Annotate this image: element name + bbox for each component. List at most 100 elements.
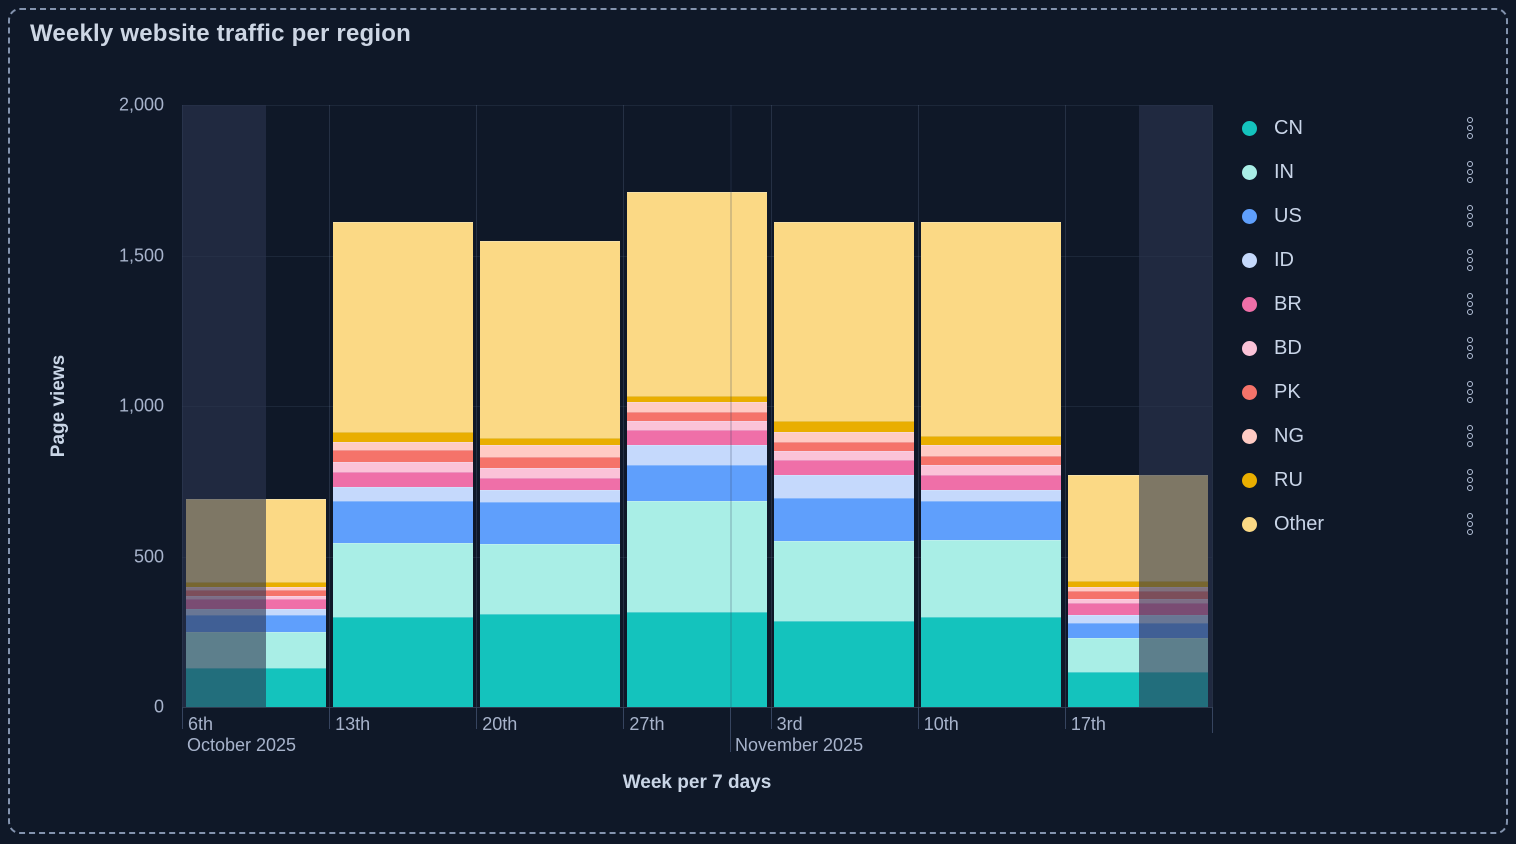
- bar-segment-PK[interactable]: [626, 412, 767, 422]
- partial-week-dim-overlay-left: [182, 105, 266, 707]
- bar-segment-NG[interactable]: [774, 431, 915, 443]
- bar-segment-BR[interactable]: [626, 430, 767, 446]
- legend-swatch-icon: [1242, 516, 1257, 532]
- legend-item-CN[interactable]: CN: [1242, 106, 1482, 150]
- bar-segment-CN[interactable]: [921, 616, 1062, 707]
- bar-segment-IN[interactable]: [332, 542, 473, 617]
- bar-segment-BD[interactable]: [332, 461, 473, 473]
- bar-segment-US[interactable]: [626, 464, 767, 501]
- vertical-gridline: [1065, 105, 1066, 707]
- x-tick-mark: [623, 707, 624, 729]
- bar-segment-Other[interactable]: [332, 222, 473, 432]
- bar-week-27th: [626, 192, 767, 707]
- bar-segment-Other[interactable]: [479, 240, 620, 438]
- bar-segment-ID[interactable]: [1068, 615, 1209, 623]
- kebab-menu-icon[interactable]: [1464, 246, 1476, 274]
- bar-segment-BD[interactable]: [921, 464, 1062, 476]
- kebab-menu-icon[interactable]: [1464, 202, 1476, 230]
- legend: CN IN US ID BR BD PK NG RU Other: [1242, 106, 1482, 546]
- bar-segment-US[interactable]: [921, 500, 1062, 540]
- bar-segment-BR[interactable]: [332, 472, 473, 488]
- legend-item-ID[interactable]: ID: [1242, 238, 1482, 282]
- bar-segment-PK[interactable]: [921, 455, 1062, 465]
- kebab-menu-icon[interactable]: [1464, 466, 1476, 494]
- bar-segment-ID[interactable]: [921, 490, 1062, 501]
- x-axis-tick-labels: 6th 13th 20th 27th 3rd 10th 17th October 2025 No…: [182, 707, 1213, 777]
- kebab-menu-icon[interactable]: [1464, 378, 1476, 406]
- bar-segment-PK[interactable]: [332, 449, 473, 462]
- bar-segment-NG[interactable]: [332, 442, 473, 450]
- bar-segment-RU[interactable]: [626, 395, 767, 402]
- bar-segment-CN[interactable]: [626, 612, 767, 707]
- bar-segment-Other[interactable]: [626, 192, 767, 396]
- y-tick-label: 500: [133, 546, 164, 566]
- bar-segment-US[interactable]: [479, 502, 620, 545]
- bar-segment-IN[interactable]: [479, 544, 620, 614]
- bar-segment-RU[interactable]: [479, 437, 620, 446]
- x-tick-label: 17th: [1070, 714, 1106, 734]
- bar-segment-IN[interactable]: [921, 539, 1062, 617]
- legend-item-US[interactable]: US: [1242, 194, 1482, 238]
- kebab-menu-icon[interactable]: [1464, 334, 1476, 362]
- kebab-menu-icon[interactable]: [1464, 114, 1476, 142]
- kebab-menu-icon[interactable]: [1464, 422, 1476, 450]
- kebab-menu-icon[interactable]: [1464, 290, 1476, 318]
- bar-segment-ID[interactable]: [332, 487, 473, 501]
- y-axis-tick-labels: 2,000 1,500 1,000 500 0: [10, 95, 164, 717]
- legend-item-IN[interactable]: IN: [1242, 150, 1482, 194]
- legend-item-PK[interactable]: PK: [1242, 370, 1482, 414]
- x-tick-label: 13th: [335, 714, 371, 734]
- bar-segment-CN[interactable]: [479, 613, 620, 707]
- legend-label: NG: [1274, 424, 1304, 447]
- legend-item-BR[interactable]: BR: [1242, 282, 1482, 326]
- legend-swatch-icon: [1242, 472, 1257, 488]
- bar-segment-NG[interactable]: [479, 445, 620, 458]
- bar-segment-CN[interactable]: [774, 621, 915, 707]
- bar-segment-Other[interactable]: [921, 222, 1062, 437]
- bar-segment-PK[interactable]: [1068, 591, 1209, 599]
- legend-item-BD[interactable]: BD: [1242, 326, 1482, 370]
- horizontal-gridline: [182, 105, 1212, 106]
- bar-segment-BD[interactable]: [479, 467, 620, 479]
- bar-segment-BR[interactable]: [921, 475, 1062, 491]
- bar-segment-IN[interactable]: [626, 500, 767, 613]
- bar-segment-RU[interactable]: [921, 436, 1062, 446]
- bar-segment-BD[interactable]: [1068, 598, 1209, 604]
- x-axis-title: Week per 7 days: [622, 772, 772, 793]
- bar-segment-IN[interactable]: [774, 541, 915, 622]
- x-tick-mark: [476, 707, 477, 729]
- kebab-menu-icon[interactable]: [1464, 510, 1476, 538]
- x-tick-label: 27th: [629, 714, 665, 734]
- bar-segment-PK[interactable]: [774, 442, 915, 452]
- bar-segment-ID[interactable]: [626, 445, 767, 465]
- bar-segment-NG[interactable]: [626, 401, 767, 413]
- legend-label: IN: [1274, 160, 1294, 183]
- bar-segment-US[interactable]: [332, 500, 473, 543]
- legend-item-RU[interactable]: RU: [1242, 458, 1482, 502]
- bar-segment-BR[interactable]: [774, 460, 915, 476]
- bar-segment-Other[interactable]: [774, 222, 915, 422]
- vertical-gridline: [1212, 105, 1213, 707]
- bar-segment-ID[interactable]: [774, 475, 915, 498]
- partial-week-dim-overlay-right: [1139, 105, 1212, 707]
- bar-segment-RU[interactable]: [1068, 580, 1209, 587]
- x-tick-label: 6th: [188, 714, 214, 734]
- bar-segment-BR[interactable]: [479, 478, 620, 491]
- legend-item-NG[interactable]: NG: [1242, 414, 1482, 458]
- bar-segment-ID[interactable]: [479, 490, 620, 503]
- legend-swatch-icon: [1242, 120, 1257, 136]
- vertical-gridline: [476, 105, 477, 707]
- bar-segment-BD[interactable]: [626, 421, 767, 431]
- bar-segment-PK[interactable]: [479, 457, 620, 468]
- bar-segment-BD[interactable]: [774, 451, 915, 461]
- kebab-menu-icon[interactable]: [1464, 158, 1476, 186]
- bar-segment-RU[interactable]: [774, 421, 915, 432]
- bar-segment-NG[interactable]: [921, 445, 1062, 456]
- bar-segment-RU[interactable]: [332, 431, 473, 443]
- bar-segment-NG[interactable]: [1068, 586, 1209, 592]
- bar-segment-CN[interactable]: [332, 616, 473, 707]
- bar-week-3rd: [774, 222, 915, 707]
- bar-segment-US[interactable]: [774, 497, 915, 542]
- chart-title: Weekly website traffic per region: [30, 20, 411, 47]
- legend-item-Other[interactable]: Other: [1242, 502, 1482, 546]
